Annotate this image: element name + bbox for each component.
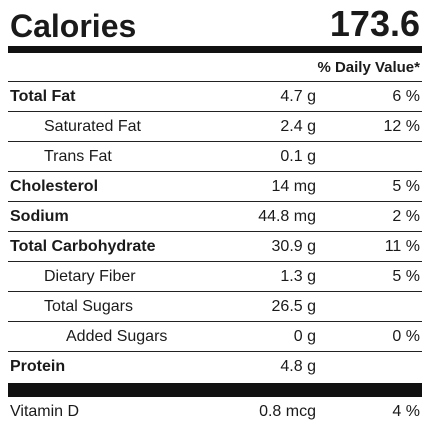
nutrient-amount: 2.4 g: [280, 117, 316, 135]
nutrient-daily-percent: 6 %: [392, 87, 420, 105]
nutrient-name: Total Fat: [10, 87, 76, 105]
nutrient-row-total-sugars: Total Sugars 26.5 g: [8, 292, 422, 322]
nutrient-row-saturated-fat: Saturated Fat 2.4 g 12 %: [8, 112, 422, 142]
nutrient-name: Protein: [10, 358, 66, 375]
nutrient-row-trans-fat: Trans Fat 0.1 g: [8, 142, 422, 172]
nutrient-daily-percent: 11 %: [384, 237, 420, 255]
nutrient-daily-percent: 12 %: [383, 117, 420, 135]
nutrient-name: Total Sugars: [44, 297, 133, 315]
calories-row: Calories 173.6: [8, 0, 422, 44]
vitamin-name: Vitamin D: [10, 403, 80, 420]
nutrition-facts-panel: Calories 173.6 % Daily Value* Total Fat …: [8, 0, 422, 430]
vitamin-daily-percent: 4 %: [392, 403, 420, 420]
nutrient-name: Trans Fat: [44, 147, 112, 165]
nutrient-amount: 30.9 g: [271, 237, 316, 255]
nutrient-amount: 4.8 g: [280, 358, 316, 375]
calories-value: 173.6: [329, 3, 420, 44]
nutrient-row-added-sugars: Added Sugars 0 g 0 %: [8, 322, 422, 352]
nutrient-amount: 14 mg: [271, 177, 316, 195]
daily-value-header: % Daily Value*: [8, 53, 422, 82]
nutrient-row-protein: Protein 4.8 g: [8, 352, 422, 382]
nutrient-row-total-carbohydrate: Total Carbohydrate 30.9 g 11 %: [8, 232, 422, 262]
nutrient-name: Sodium: [10, 207, 69, 225]
calories-label: Calories: [10, 8, 137, 44]
nutrient-amount: 44.8 mg: [258, 207, 316, 225]
nutrient-row-sodium: Sodium 44.8 mg 2 %: [8, 202, 422, 232]
thick-divider: [8, 46, 422, 53]
nutrient-name: Total Carbohydrate: [10, 237, 156, 255]
heavy-divider: [8, 383, 422, 397]
nutrient-amount: 26.5 g: [271, 297, 316, 315]
nutrient-name: Dietary Fiber: [44, 267, 136, 285]
nutrient-amount: 0.1 g: [280, 147, 316, 165]
nutrient-daily-percent: 5 %: [392, 267, 420, 285]
nutrient-amount: 1.3 g: [280, 267, 316, 285]
nutrient-daily-percent: 2 %: [392, 207, 420, 225]
nutrient-row-dietary-fiber: Dietary Fiber 1.3 g 5 %: [8, 262, 422, 292]
nutrient-name: Saturated Fat: [44, 117, 141, 135]
nutrient-amount: 4.7 g: [280, 87, 316, 105]
nutrient-amount: 0 g: [293, 327, 316, 345]
nutrient-daily-percent: 5 %: [392, 177, 420, 195]
nutrient-row-cholesterol: Cholesterol 14 mg 5 %: [8, 172, 422, 202]
nutrient-name: Added Sugars: [66, 327, 168, 345]
vitamin-amount: 0.8 mcg: [259, 403, 316, 420]
nutrient-daily-percent: 0 %: [392, 327, 420, 345]
vitamin-row-vitamin-d: Vitamin D 0.8 mcg 4 %: [8, 397, 422, 427]
nutrient-row-total-fat: Total Fat 4.7 g 6 %: [8, 82, 422, 112]
nutrient-name: Cholesterol: [10, 177, 99, 195]
daily-value-header-label: % Daily Value*: [317, 58, 420, 76]
